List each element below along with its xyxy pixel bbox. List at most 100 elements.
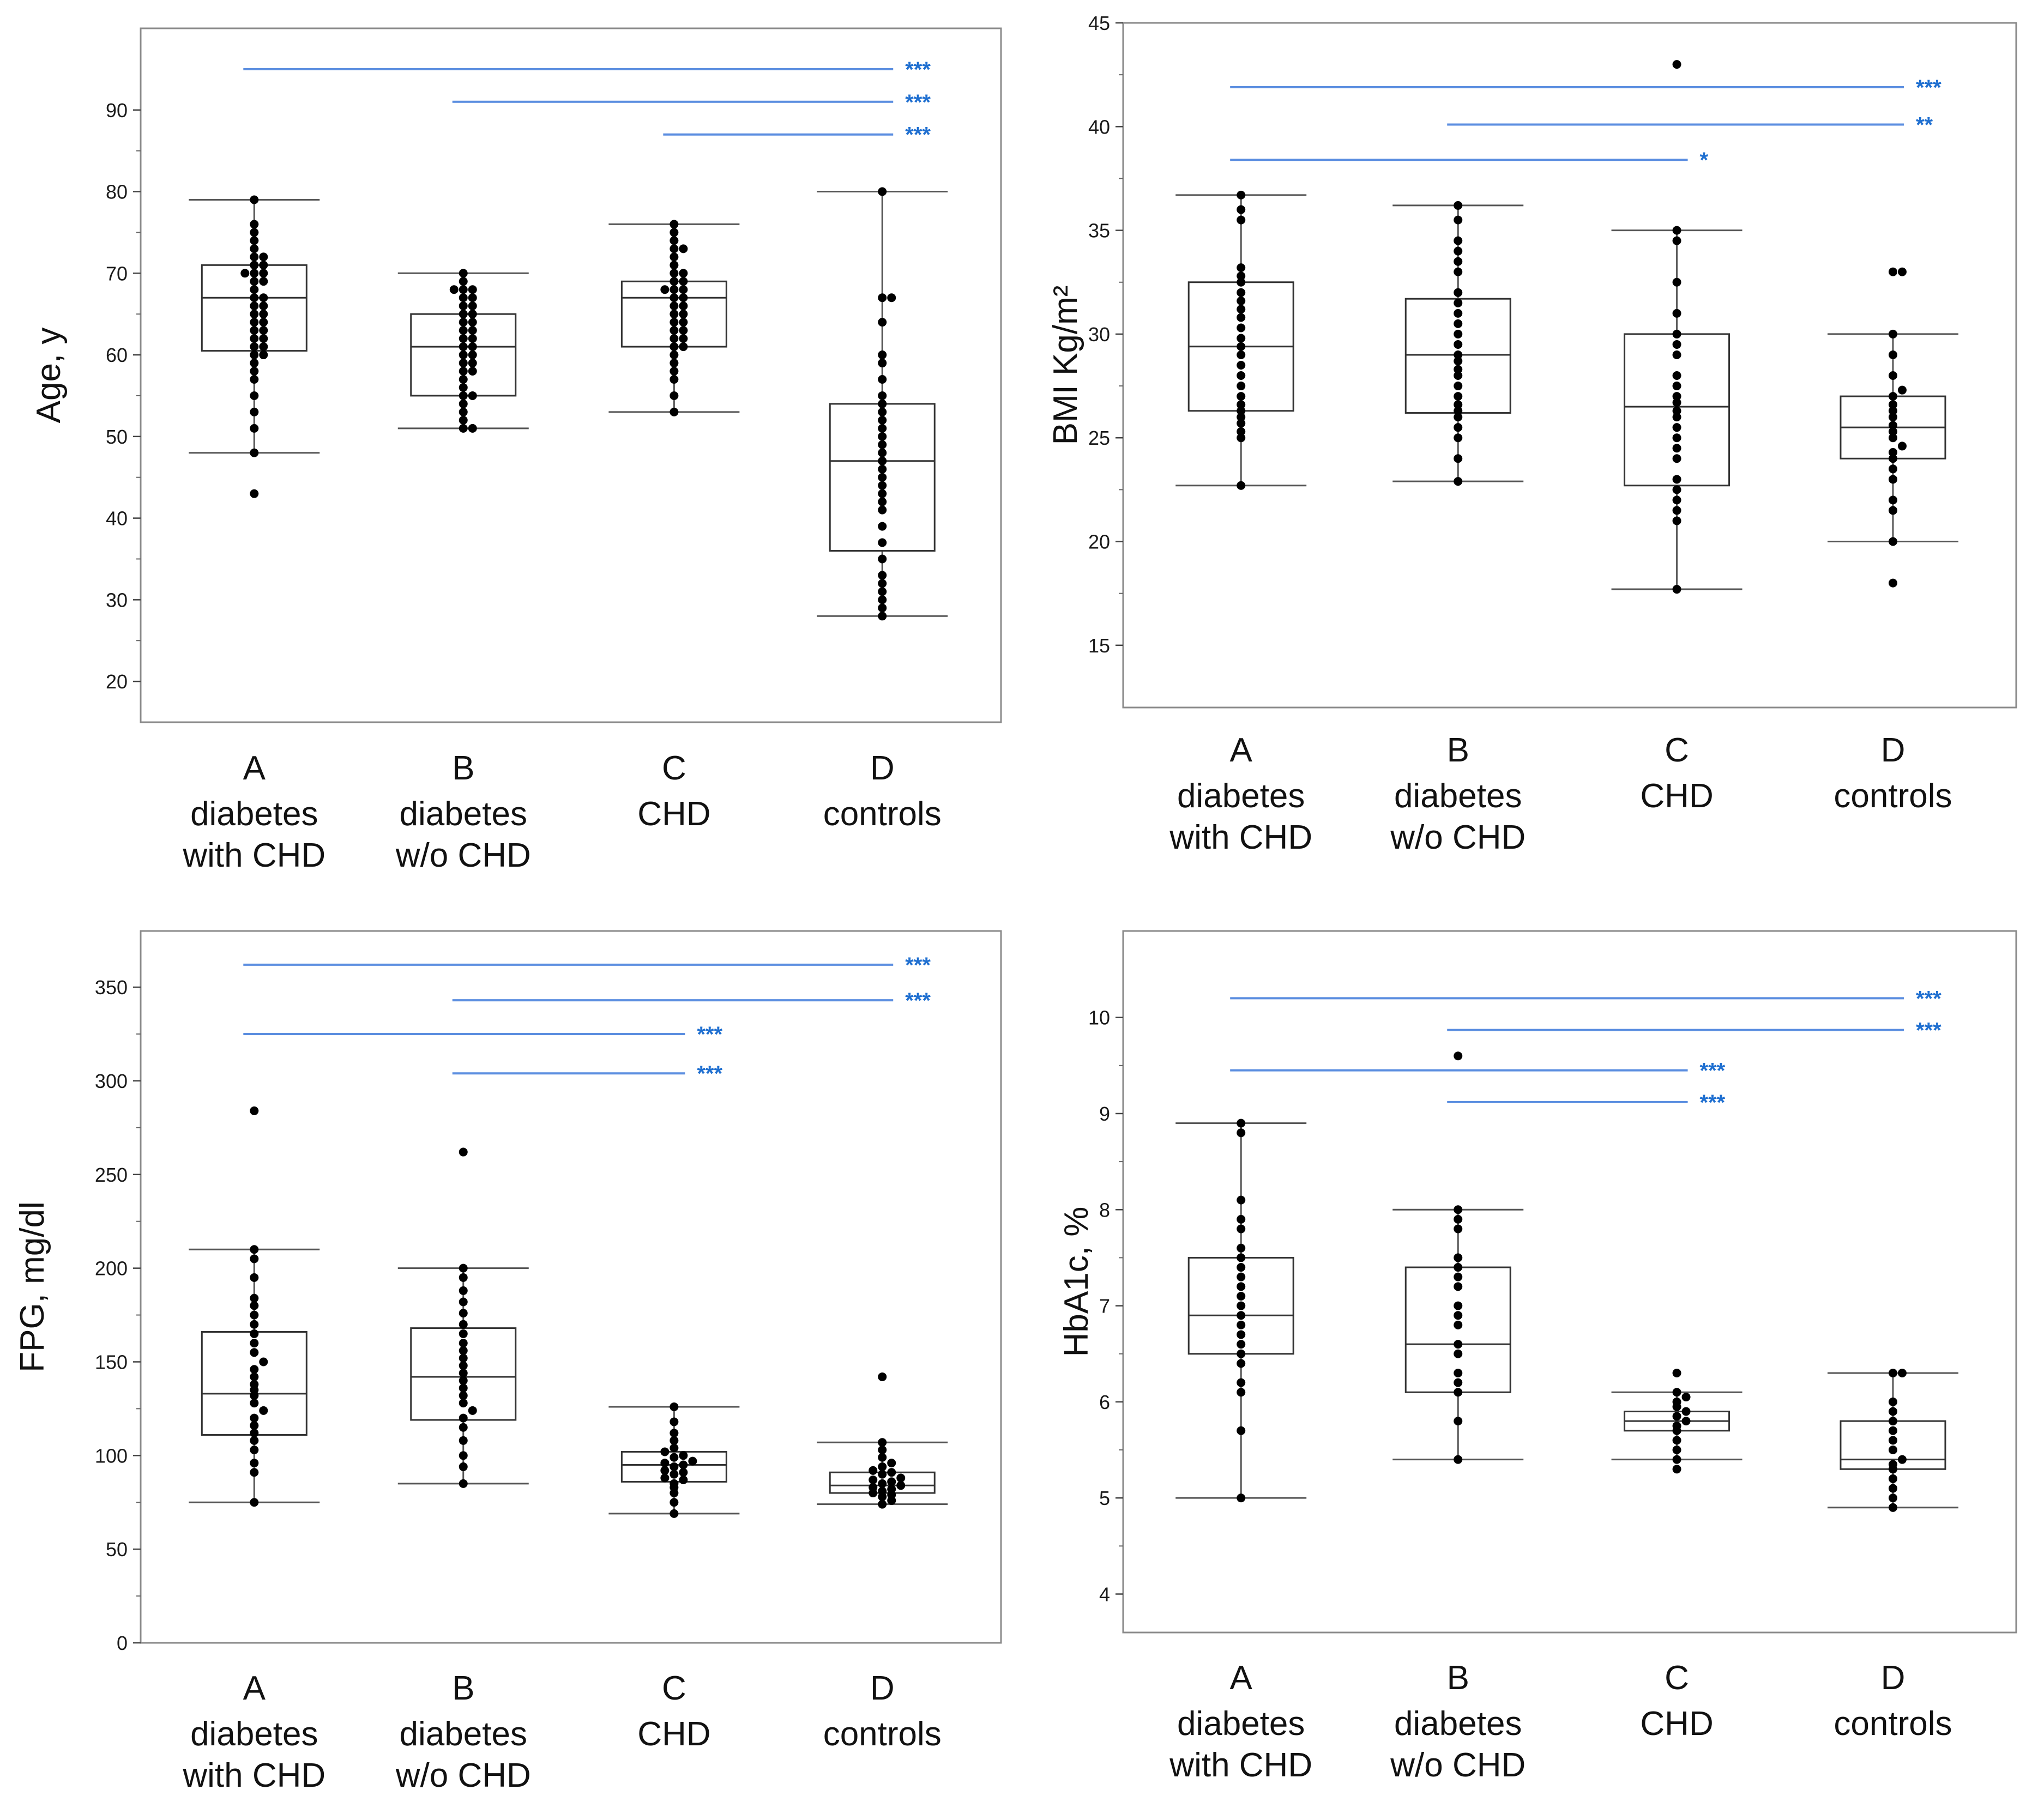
data-point [1672,506,1681,515]
data-point [1237,277,1246,287]
data-point [670,407,679,416]
y-tick-label: 200 [95,1257,128,1280]
data-point [1888,448,1897,457]
data-point [670,391,679,400]
data-point [259,261,268,270]
data-point [1454,392,1463,401]
data-point [1888,1426,1897,1435]
data-point [459,1273,468,1282]
data-point [1672,406,1681,415]
data-point [660,1466,670,1475]
data-point [679,301,688,311]
y-tick-label: 7 [1099,1295,1110,1317]
data-point [1672,423,1681,432]
category-code: A [243,749,266,787]
data-point [878,448,887,457]
data-point [459,1413,468,1423]
y-axis-label: Age, y [30,328,68,424]
data-point [1672,340,1681,349]
data-point [259,350,268,360]
data-point [1888,350,1897,359]
data-point [670,285,679,294]
category-name-line1: diabetes [1394,777,1522,815]
data-point [1888,329,1897,338]
data-point [1454,1263,1463,1272]
data-point [896,1473,906,1483]
data-point [1888,1494,1897,1503]
data-point [679,326,688,335]
significance-label: *** [1700,1091,1726,1115]
data-point [468,318,477,327]
data-point [1237,413,1246,422]
y-tick-label: 80 [106,181,128,203]
data-point [1897,1455,1907,1464]
y-tick-label: 50 [106,1538,128,1561]
data-point [887,1485,896,1494]
data-point [1888,1368,1897,1377]
data-point [1454,1051,1463,1061]
data-point [896,1481,906,1490]
data-point [259,326,268,335]
data-point [1237,1263,1246,1272]
data-point [670,359,679,368]
data-point [1672,1368,1681,1377]
data-point [878,522,887,531]
data-point [1888,1446,1897,1455]
data-point [1454,1311,1463,1320]
category-code: A [1230,731,1253,769]
data-point [259,334,268,343]
data-point [1454,382,1463,391]
data-point [459,1147,468,1157]
data-point [1897,1368,1907,1377]
data-point [660,1447,670,1456]
data-point [468,334,477,343]
data-point [459,374,468,384]
data-point [670,1402,679,1411]
data-point [259,252,268,262]
data-point [459,399,468,408]
data-point [250,1320,259,1329]
category-name-line1: diabetes [1177,777,1305,815]
data-point [1237,1118,1246,1128]
data-point [1681,1407,1691,1416]
y-tick-label: 150 [95,1351,128,1373]
data-point [250,1421,259,1430]
y-tick-label: 50 [106,426,128,448]
data-point [1454,1320,1463,1329]
data-point [250,1429,259,1438]
category-code: B [1447,1659,1469,1697]
data-point [1672,475,1681,484]
category-code: C [1665,1659,1689,1697]
data-point [459,367,468,376]
category-name-line1: diabetes [190,1715,318,1753]
category-name-line1: controls [823,795,942,833]
data-point [660,285,670,294]
significance-label: *** [905,989,931,1013]
data-point [679,277,688,286]
data-point [259,1406,268,1415]
data-point [878,399,887,408]
y-tick-label: 20 [1088,531,1110,553]
data-point [459,1339,468,1348]
data-point [1237,361,1246,370]
data-point [1454,267,1463,276]
data-point [887,293,896,303]
data-point [250,1365,259,1374]
data-point [459,1383,468,1393]
data-point [878,374,887,384]
data-point [1672,1446,1681,1455]
data-point [1237,1195,1246,1205]
data-point [459,1346,468,1355]
data-point [1237,1224,1246,1234]
y-tick-label: 350 [95,976,128,999]
data-point [1672,585,1681,594]
data-point [459,1462,468,1471]
data-point [878,318,887,327]
data-point [459,383,468,392]
data-point [459,318,468,327]
plot-frame [1122,22,2017,709]
data-point [1672,1388,1681,1397]
data-point [1237,1330,1246,1339]
data-point [250,1380,259,1389]
